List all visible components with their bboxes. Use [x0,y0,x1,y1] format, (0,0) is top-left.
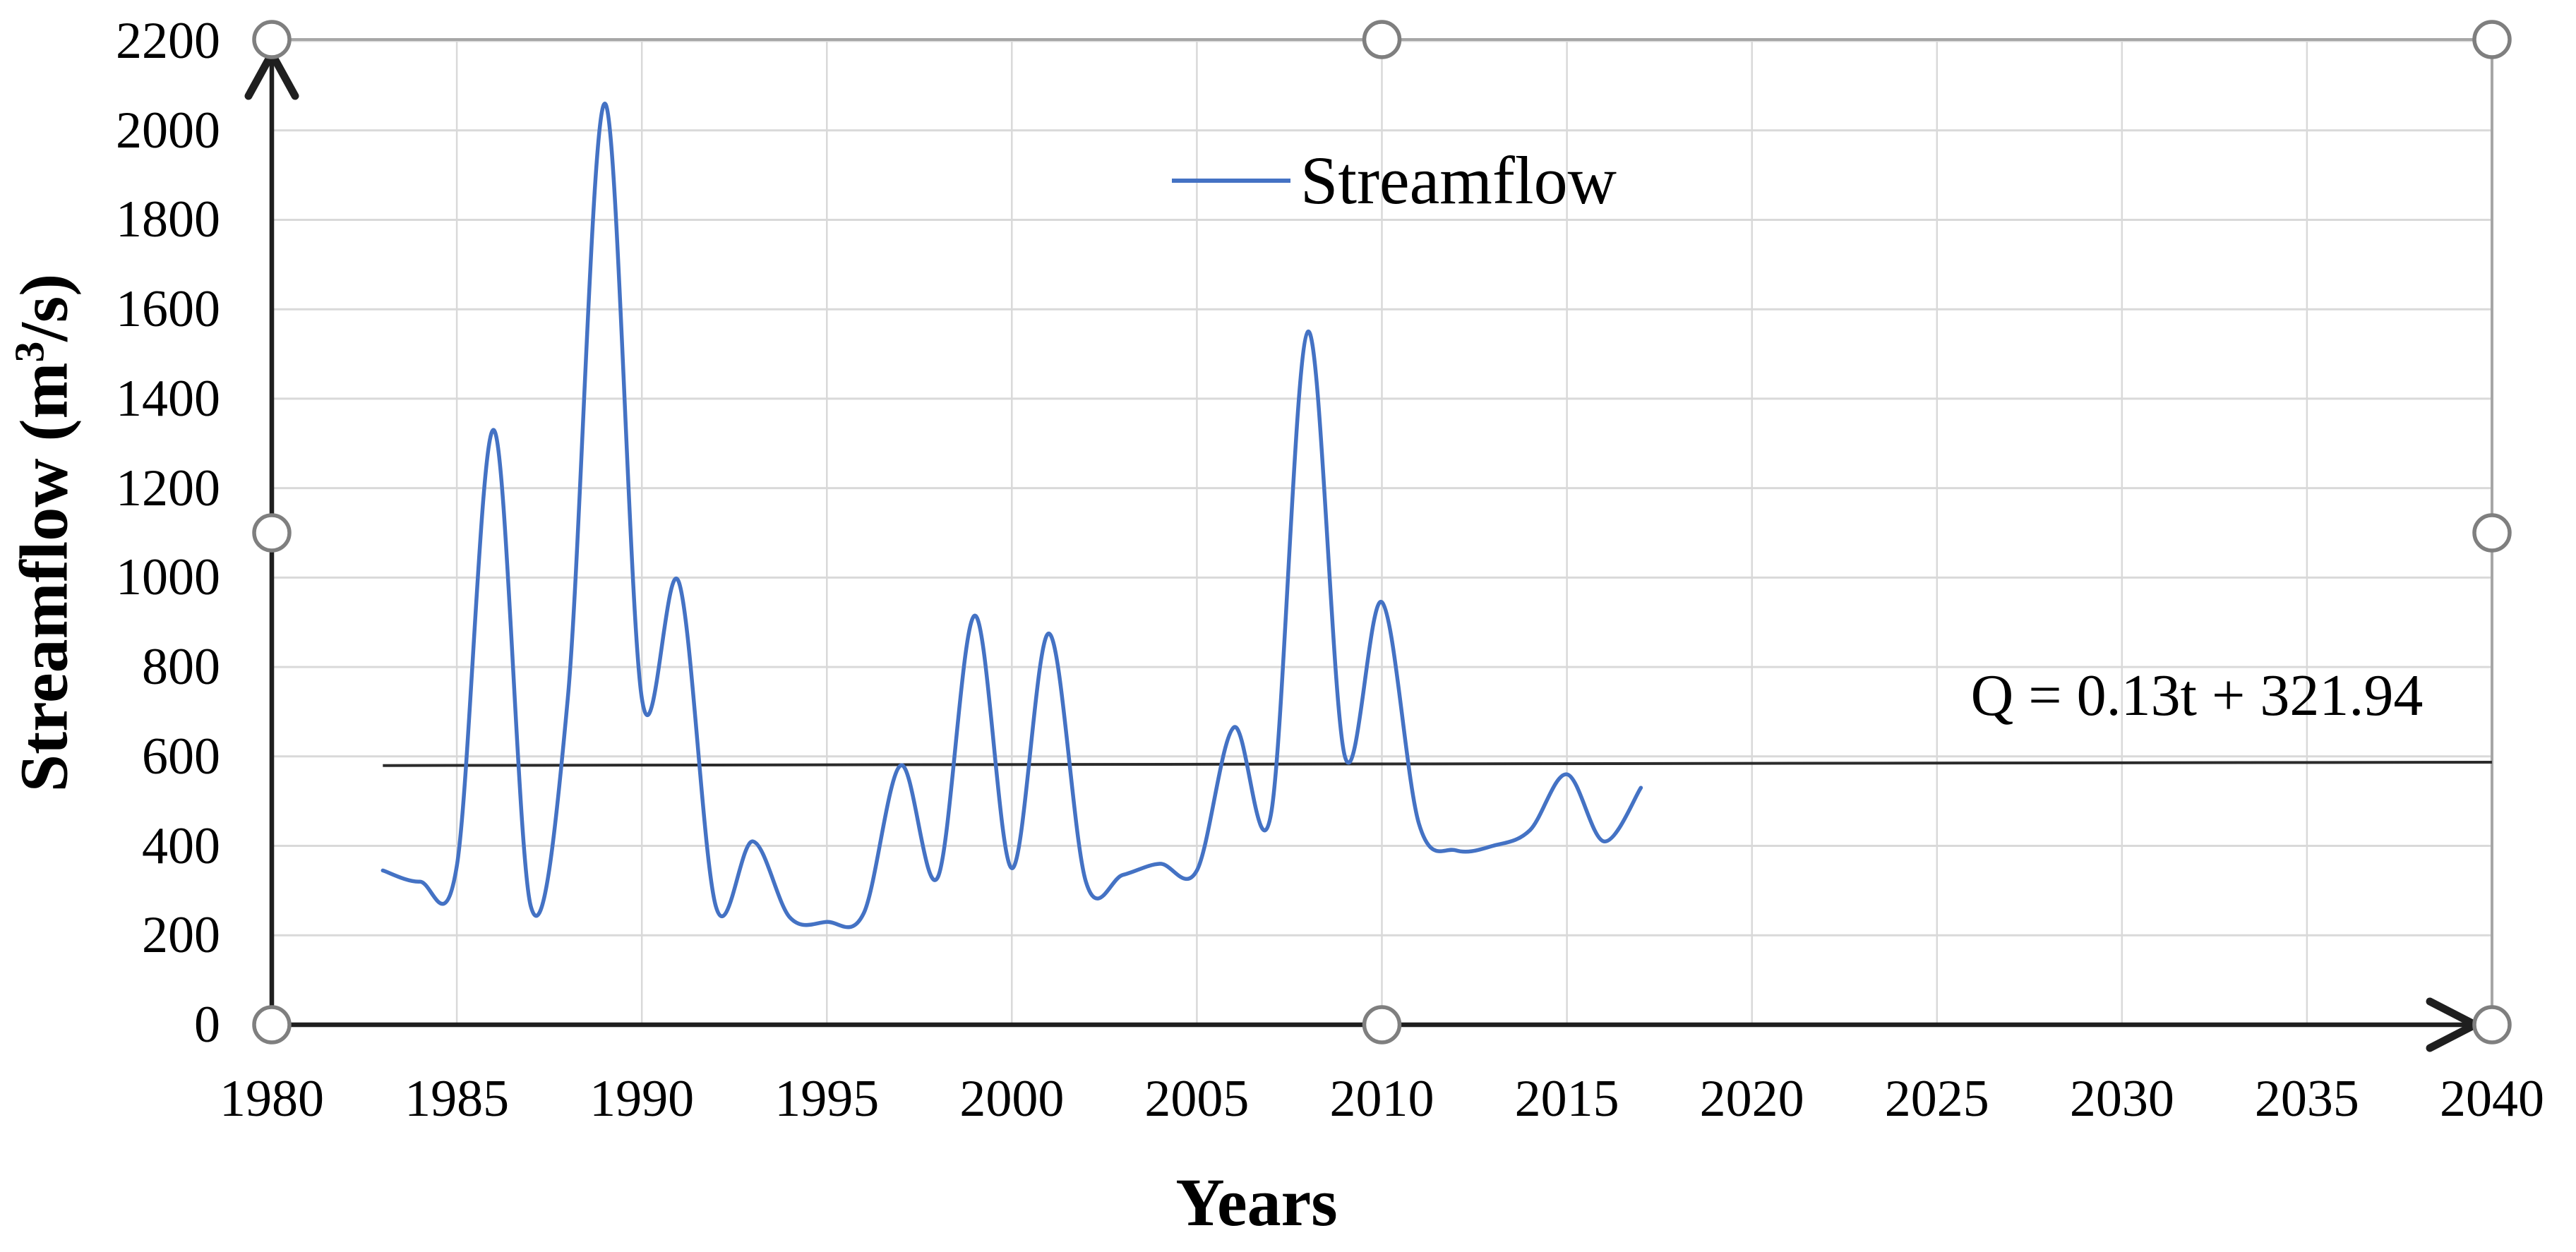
y-axis-tick-label: 800 [142,638,220,697]
y-axis-tick-label: 1800 [116,191,220,249]
legend[interactable]: Streamflow [1172,140,1617,222]
x-axis-tick-label: 2040 [2440,1070,2544,1128]
selection-handle-bottom-left[interactable] [252,1005,292,1045]
y-axis-tick-label: 0 [194,996,220,1054]
y-axis-tick-label: 2000 [116,101,220,159]
trendline-equation-label[interactable]: Q = 0.13t + 321.94 [1970,663,2424,728]
legend-series-line-swatch [1172,179,1290,183]
x-axis-tick-label: 1980 [220,1070,324,1128]
x-axis-tick-label: 2015 [1514,1070,1619,1128]
y-axis-title[interactable]: Streamflow (m3/s) [5,274,83,792]
x-axis-tick-label: 2005 [1144,1070,1250,1128]
y-axis-tick-label: 1400 [116,369,220,428]
selection-handle-middle-right[interactable] [2472,513,2512,553]
legend-label: Streamflow [1300,143,1617,218]
x-axis-tick-label: 1985 [405,1070,510,1128]
trend-line[interactable] [383,761,2493,767]
series-line-streamflow[interactable] [381,101,1643,929]
y-axis-title-superscript: 3 [6,341,53,363]
selection-handle-top-middle[interactable] [1362,20,1402,59]
x-axis-tick-label: 2035 [2254,1070,2359,1128]
x-axis-tick-label: 2010 [1329,1070,1434,1128]
x-axis-tick-label: 2025 [1884,1070,1989,1128]
selection-handle-top-left[interactable] [252,20,292,59]
x-axis-tick-label: 1990 [589,1070,695,1128]
x-axis-tick-label: 2030 [2069,1070,2174,1128]
selection-handle-middle-left[interactable] [252,513,292,553]
x-axis-tick-label: 1995 [774,1070,880,1128]
y-axis-tick-label: 2200 [116,12,220,70]
selection-handle-bottom-middle[interactable] [1362,1005,1402,1045]
y-axis-tick-label: 400 [142,817,220,875]
x-axis-tick-label: 2000 [959,1070,1065,1128]
y-axis-tick-label: 200 [142,906,220,965]
y-axis-tick-label: 1600 [116,280,220,339]
x-axis-tick-label: 2020 [1699,1070,1804,1128]
y-axis-tick-label: 1000 [116,548,220,607]
y-axis-tick-label: 1200 [116,459,220,517]
selection-handle-bottom-right[interactable] [2472,1005,2512,1045]
selection-handle-top-right[interactable] [2472,20,2512,59]
x-axis-title[interactable]: Years [1175,1164,1338,1240]
y-axis-tick-label: 600 [142,727,220,785]
